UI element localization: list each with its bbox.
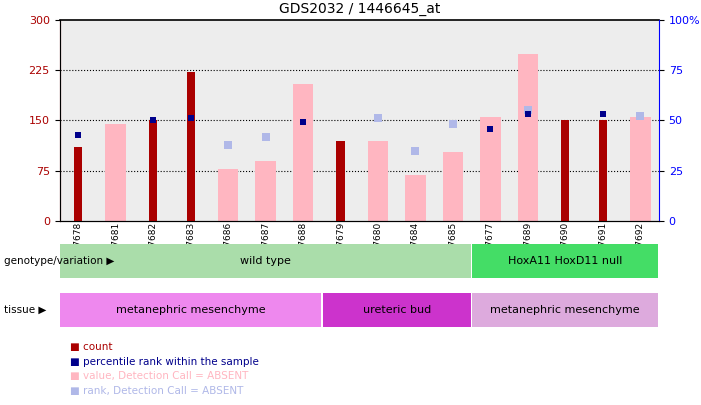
Bar xyxy=(368,141,388,221)
Bar xyxy=(599,121,607,221)
Bar xyxy=(397,20,434,221)
Bar xyxy=(105,124,126,221)
Bar xyxy=(405,175,426,221)
Bar xyxy=(74,147,83,221)
Bar xyxy=(434,20,472,221)
Bar xyxy=(172,20,210,221)
Bar xyxy=(218,168,238,221)
Bar xyxy=(472,293,658,326)
Text: metanephric mesenchyme: metanephric mesenchyme xyxy=(491,305,640,315)
Bar xyxy=(562,121,569,221)
Bar xyxy=(547,20,584,221)
Bar xyxy=(97,20,135,221)
Text: ureteric bud: ureteric bud xyxy=(362,305,431,315)
Bar xyxy=(149,121,157,221)
Bar xyxy=(622,20,659,221)
Bar xyxy=(442,152,463,221)
Text: ■ value, Detection Call = ABSENT: ■ value, Detection Call = ABSENT xyxy=(70,371,248,382)
Bar xyxy=(630,117,651,221)
Bar xyxy=(210,20,247,221)
Bar xyxy=(285,20,322,221)
Bar xyxy=(247,20,285,221)
Text: ■ count: ■ count xyxy=(70,342,113,352)
Bar xyxy=(60,293,321,326)
Bar xyxy=(322,293,471,326)
Bar xyxy=(472,245,658,278)
Text: HoxA11 HoxD11 null: HoxA11 HoxD11 null xyxy=(508,256,622,266)
Bar xyxy=(255,160,276,221)
Bar xyxy=(480,117,501,221)
Bar xyxy=(293,84,313,221)
Bar xyxy=(472,20,509,221)
Text: wild type: wild type xyxy=(240,256,291,266)
Bar xyxy=(359,20,397,221)
Bar xyxy=(517,54,538,221)
Bar xyxy=(186,72,195,221)
Text: metanephric mesenchyme: metanephric mesenchyme xyxy=(116,305,266,315)
Text: genotype/variation ▶: genotype/variation ▶ xyxy=(4,256,114,266)
Bar xyxy=(60,245,471,278)
Text: tissue ▶: tissue ▶ xyxy=(4,305,46,315)
Text: ■ percentile rank within the sample: ■ percentile rank within the sample xyxy=(70,357,259,367)
Bar xyxy=(60,20,97,221)
Bar xyxy=(135,20,172,221)
Bar xyxy=(509,20,547,221)
Bar xyxy=(322,20,359,221)
Bar xyxy=(336,141,345,221)
Title: GDS2032 / 1446645_at: GDS2032 / 1446645_at xyxy=(278,2,440,17)
Bar xyxy=(584,20,622,221)
Text: ■ rank, Detection Call = ABSENT: ■ rank, Detection Call = ABSENT xyxy=(70,386,243,396)
